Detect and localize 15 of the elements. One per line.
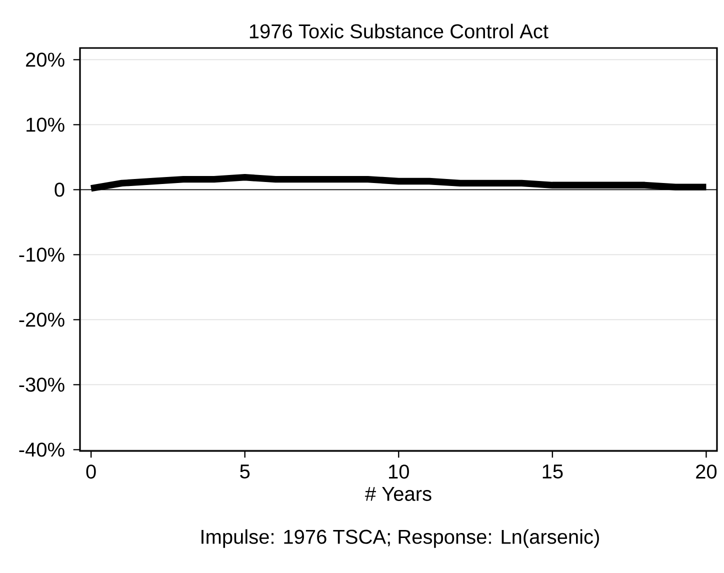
y-tick-label: 10% <box>26 118 64 132</box>
y-tick-label: -20% <box>19 312 64 327</box>
x-tick-label: 0 <box>86 464 96 479</box>
x-tick-label: 20 <box>696 464 717 479</box>
text: Impulse: 1976 TSCA; Response: Ln(arsenic) <box>202 529 599 548</box>
chart-title: 1976 Toxic Substance Control Act <box>250 24 548 38</box>
y-tick-label: -30% <box>19 378 64 392</box>
y-tick-label: -40% <box>19 442 64 457</box>
y-tick-label: -10% <box>19 248 64 262</box>
x-tick-label: 10 <box>389 464 409 479</box>
x-axis-title: # Years <box>365 487 432 501</box>
y-tick-label: 20% <box>26 52 64 67</box>
x-tick-label: 15 <box>542 464 563 479</box>
y-tick-label: 0 <box>54 182 64 197</box>
x-tick-label: 5 <box>240 464 250 479</box>
